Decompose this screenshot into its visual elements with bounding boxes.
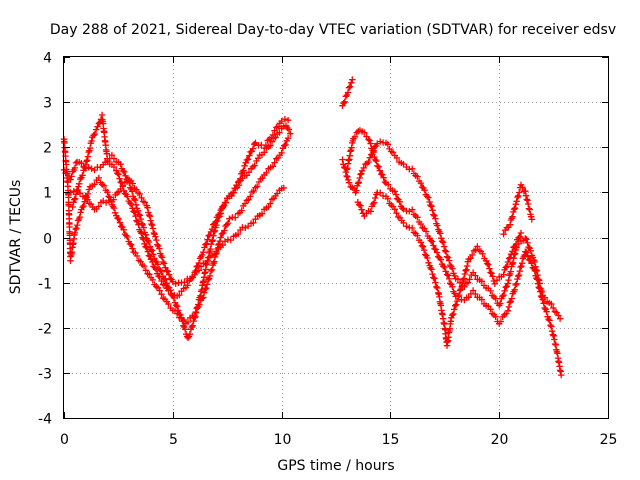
data-points bbox=[60, 76, 565, 379]
x-tick-label: 5 bbox=[169, 432, 178, 448]
chart-title: Day 288 of 2021, Sidereal Day-to-day VTE… bbox=[50, 22, 616, 38]
series-track-4 bbox=[67, 176, 287, 287]
series-track-9 bbox=[500, 181, 535, 238]
series-track-7 bbox=[343, 127, 565, 379]
y-tick-labels: -4 -3 -2 -1 0 1 2 3 4 bbox=[38, 51, 52, 428]
series-track-8 bbox=[354, 189, 525, 349]
series-track-5 bbox=[339, 76, 356, 109]
series-track-3 bbox=[69, 111, 292, 299]
series-markers bbox=[60, 122, 294, 341]
axis-ticks bbox=[64, 57, 609, 419]
plot-frame bbox=[63, 56, 609, 419]
x-tick-label: 25 bbox=[600, 432, 618, 448]
grid-lines bbox=[64, 57, 608, 418]
series-markers bbox=[343, 127, 565, 379]
y-tick-label: -1 bbox=[38, 277, 52, 293]
y-tick-label: 2 bbox=[43, 141, 52, 157]
series-markers bbox=[339, 76, 356, 109]
x-tick-label: 15 bbox=[382, 432, 400, 448]
series-markers bbox=[500, 181, 535, 238]
y-tick-label: 1 bbox=[43, 186, 52, 202]
y-tick-label: -3 bbox=[38, 367, 52, 383]
x-tick-labels: 0 5 10 15 20 25 bbox=[60, 432, 617, 448]
series-markers bbox=[354, 189, 525, 349]
y-tick-label: 0 bbox=[43, 232, 52, 248]
y-tick-label: -4 bbox=[38, 412, 52, 428]
y-tick-label: -2 bbox=[38, 322, 52, 338]
series-track-1 bbox=[60, 122, 294, 341]
y-axis-label: SDTVAR / TECUs bbox=[8, 180, 24, 295]
y-tick-label: 4 bbox=[43, 51, 52, 67]
x-tick-label: 0 bbox=[60, 432, 69, 448]
series-track-6 bbox=[339, 138, 564, 322]
series-markers bbox=[69, 111, 292, 299]
x-axis-label: GPS time / hours bbox=[277, 458, 394, 474]
series-markers bbox=[339, 138, 564, 322]
x-tick-label: 10 bbox=[274, 432, 292, 448]
series-markers bbox=[67, 176, 287, 287]
x-tick-label: 20 bbox=[491, 432, 509, 448]
y-tick-label: 3 bbox=[43, 96, 52, 112]
